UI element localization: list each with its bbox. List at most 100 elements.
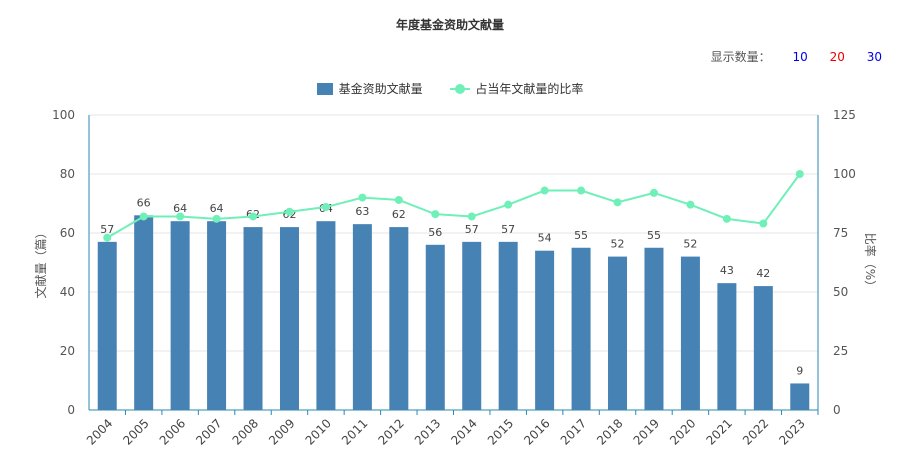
x-tick-label: 2004 <box>84 416 115 447</box>
ratio-line <box>106 173 801 239</box>
x-tick-label: 2013 <box>412 416 443 447</box>
x-tick-label: 2020 <box>667 416 698 447</box>
legend-item-line-series[interactable]: 占当年文献量的比率 <box>450 80 583 97</box>
bar <box>425 244 445 410</box>
ratio-point <box>467 212 476 221</box>
y2-axis-title: 比率（%） <box>863 233 878 292</box>
display-count-option-30[interactable]: 30 <box>866 50 882 64</box>
bar-value-label: 63 <box>355 205 369 218</box>
y-tick-label: 0 <box>67 403 75 417</box>
bar <box>243 227 263 410</box>
bar-value-label: 43 <box>720 264 734 277</box>
bar-value-label: 57 <box>100 223 114 236</box>
y2-tick-label: 25 <box>833 344 848 358</box>
legend-item-bar-series[interactable]: 基金资助文献量 <box>316 80 423 97</box>
x-tick-label: 2017 <box>558 416 589 447</box>
bar-value-label: 64 <box>210 202 224 215</box>
x-tick-label: 2022 <box>740 416 771 447</box>
bar <box>134 215 154 410</box>
bar <box>571 247 591 410</box>
bar <box>535 250 555 410</box>
ratio-point <box>321 203 330 212</box>
bar <box>753 286 773 410</box>
bar <box>207 221 227 410</box>
ratio-point <box>759 219 768 228</box>
x-tick-label: 2008 <box>230 416 261 447</box>
bar <box>608 256 628 410</box>
bar-value-label: 66 <box>137 196 151 209</box>
ratio-point <box>103 233 112 242</box>
bar-value-label: 55 <box>647 229 661 242</box>
ratio-point <box>722 214 731 223</box>
ratio-point <box>577 186 586 195</box>
bar-value-label: 42 <box>756 267 770 280</box>
x-tick-label: 2015 <box>485 416 516 447</box>
bar <box>680 256 700 410</box>
legend-bar-swatch <box>316 82 333 95</box>
bar-value-label: 64 <box>173 202 187 215</box>
display-count-option-10[interactable]: 10 <box>792 50 808 64</box>
ratio-point <box>649 188 658 197</box>
bar <box>462 241 482 410</box>
ratio-point <box>394 195 403 204</box>
legend-line-swatch <box>450 83 471 95</box>
bar <box>352 224 372 410</box>
chart-title: 年度基金资助文献量 <box>395 18 504 32</box>
ratio-point <box>139 212 148 221</box>
x-tick-label: 2021 <box>703 416 734 447</box>
ratio-point <box>540 186 549 195</box>
bar <box>316 221 336 410</box>
bar-value-label: 9 <box>796 364 803 377</box>
y2-tick-label: 50 <box>833 285 848 299</box>
y-tick-label: 20 <box>60 344 75 358</box>
x-tick-label: 2006 <box>157 416 188 447</box>
bar-value-label: 62 <box>392 208 406 221</box>
bar <box>498 241 518 410</box>
y2-tick-label: 100 <box>833 167 856 181</box>
y-tick-label: 40 <box>60 285 75 299</box>
ratio-point <box>613 198 622 207</box>
bar <box>717 283 737 410</box>
bar-value-label: 56 <box>428 226 442 239</box>
y2-tick-label: 125 <box>833 108 856 122</box>
bar-value-label: 54 <box>538 232 552 245</box>
bar-value-label: 55 <box>574 229 588 242</box>
ratio-point <box>504 200 513 209</box>
bar <box>279 227 299 410</box>
chart-legend: 基金资助文献量 占当年文献量的比率 <box>0 80 900 98</box>
x-tick-label: 2005 <box>120 416 151 447</box>
display-count-selector: 显示数量： 10 20 30 <box>711 48 882 65</box>
ratio-point <box>795 170 804 178</box>
x-tick-label: 2016 <box>521 416 552 447</box>
legend-line-label: 占当年文献量的比率 <box>475 82 584 96</box>
ratio-point <box>285 207 294 216</box>
x-tick-label: 2010 <box>303 416 334 447</box>
bar-value-label: 57 <box>465 223 479 236</box>
x-tick-label: 2023 <box>776 416 807 447</box>
x-tick-label: 2019 <box>631 416 662 447</box>
bar <box>644 247 664 410</box>
x-tick-label: 2012 <box>375 416 406 447</box>
y-axis-title: 文献量（篇） <box>33 226 48 298</box>
bar-value-label: 52 <box>611 238 625 251</box>
legend-bar-label: 基金资助文献量 <box>338 82 423 96</box>
x-tick-label: 2018 <box>594 416 625 447</box>
display-count-label: 显示数量： <box>710 50 771 64</box>
x-tick-label: 2014 <box>448 416 479 447</box>
y-tick-label: 80 <box>60 167 75 181</box>
x-tick-label: 2009 <box>266 416 297 447</box>
x-tick-label: 2007 <box>193 416 224 447</box>
ratio-point <box>176 212 185 221</box>
y2-tick-label: 0 <box>833 403 841 417</box>
ratio-point <box>249 212 258 221</box>
ratio-point <box>686 200 695 209</box>
ratio-point <box>212 214 221 223</box>
y-tick-label: 100 <box>52 108 75 122</box>
display-count-option-20[interactable]: 20 <box>829 50 845 64</box>
y2-tick-label: 75 <box>833 226 848 240</box>
ratio-point <box>358 193 367 202</box>
x-tick-label: 2011 <box>339 416 370 447</box>
y-tick-label: 60 <box>60 226 75 240</box>
bar <box>170 221 190 410</box>
